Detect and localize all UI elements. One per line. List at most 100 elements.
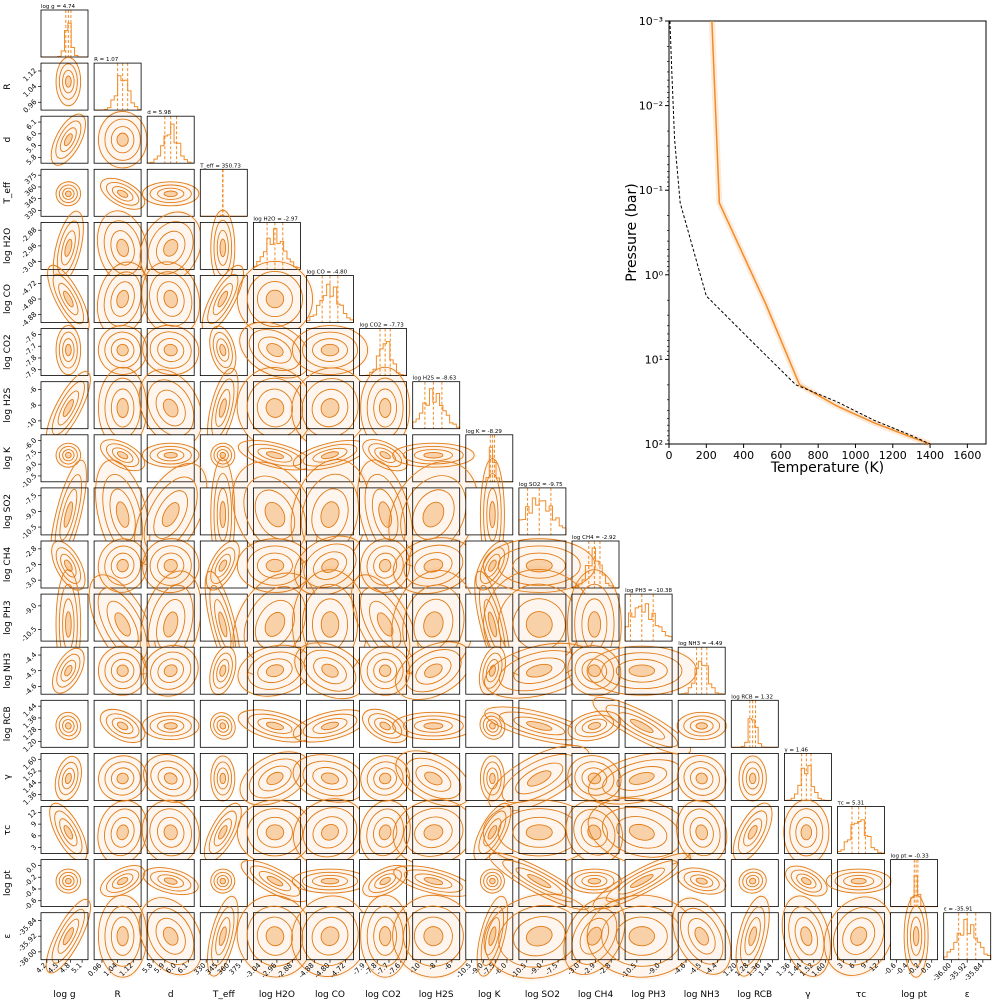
- contour-level: [212, 652, 233, 689]
- contour-level: [486, 875, 499, 888]
- contour-level: [794, 917, 818, 956]
- density-cloud: [203, 801, 243, 864]
- contour-level: [616, 816, 668, 849]
- panel-frame: [93, 859, 142, 907]
- contour-level: [413, 916, 453, 956]
- panel-RCB-PH3: [589, 695, 694, 757]
- contour-level: [216, 229, 229, 266]
- contour-level: [248, 329, 302, 371]
- contour-level: [512, 816, 566, 848]
- contour-level: [479, 755, 505, 802]
- panel-H2S-CO2: [358, 364, 412, 452]
- panel-logpt-CO: [289, 859, 371, 907]
- contour-level: [479, 547, 505, 584]
- panel-CH4-SO2: [479, 536, 599, 595]
- contour-level: [373, 767, 397, 790]
- contour-level: [157, 658, 184, 683]
- panel-logpt-d: [141, 859, 201, 907]
- y-tick-label: -4.4: [23, 650, 39, 666]
- x-tick-label: 1200: [879, 449, 907, 462]
- hist-panel-CO: log CO = -4.80: [306, 270, 354, 323]
- density-cloud: [50, 539, 87, 592]
- panel-frame: [359, 806, 408, 854]
- contour-level: [489, 722, 496, 730]
- panel-gamma-RCB: [730, 753, 779, 803]
- panel-frame: [199, 328, 248, 377]
- y-axis-label-tauc: τc: [3, 825, 13, 835]
- contour-level: [800, 824, 813, 841]
- contour-level: [403, 807, 464, 857]
- contour-level: [320, 772, 340, 785]
- contour-level: [526, 770, 552, 787]
- panel-frame: [40, 168, 89, 217]
- contour-level: [218, 398, 227, 418]
- density-cloud: [292, 534, 368, 598]
- contour-level: [216, 719, 230, 733]
- contour-level: [55, 56, 82, 107]
- contour-level: [482, 715, 502, 737]
- contour-level: [266, 343, 284, 358]
- x-axis-label-tauc: τc: [856, 990, 866, 1000]
- contour-level: [376, 612, 394, 637]
- panel-bg: [147, 912, 195, 960]
- x-axis-label-R: R: [114, 990, 120, 1000]
- contour-level: [116, 398, 129, 418]
- contour-level: [116, 289, 129, 309]
- x-tick-label: 400: [733, 449, 754, 462]
- y-tick-label: -3.04: [20, 257, 39, 276]
- contour-level: [219, 501, 227, 529]
- contour-level: [45, 899, 91, 974]
- panel-RCB-SO2: [481, 699, 598, 748]
- density-cloud: [589, 851, 694, 911]
- panel-bg: [94, 647, 142, 695]
- panel-bg: [731, 912, 779, 960]
- contour-level: [156, 281, 185, 317]
- panel-frame: [465, 487, 514, 536]
- contour-level: [738, 868, 767, 894]
- contour-level: [694, 926, 709, 946]
- panel-bg: [147, 381, 195, 429]
- panel-bg: [306, 594, 354, 642]
- contour-level: [525, 611, 553, 638]
- panel-gamma-K: [465, 753, 514, 803]
- contour-level: [104, 808, 142, 857]
- contour-level: [134, 462, 208, 567]
- hist-panel-d: d = 5.98: [146, 110, 195, 164]
- panel-d-logg: 5.85.96.06.1: [25, 112, 89, 167]
- contour-level: [745, 874, 760, 888]
- density-cloud: [674, 798, 729, 867]
- y-axis-label-CO2: log CO2: [3, 334, 13, 370]
- contour-level: [403, 869, 463, 893]
- contour-level: [483, 871, 502, 891]
- contour-level: [207, 273, 239, 325]
- contour-level: [246, 270, 303, 328]
- panel-frame: [784, 912, 832, 961]
- panel-frame: [306, 328, 354, 377]
- panel-tauc-CH4: [564, 799, 625, 866]
- panel-frame: [93, 62, 142, 111]
- contour-level: [63, 290, 74, 308]
- pt-profile-plot: 0 200 400 600 800 1000 1200 1400 1600 10⁻³ 10⁻² 10⁻…: [624, 15, 987, 476]
- hist-title: T_eff = 350.73: [199, 163, 241, 169]
- y-tick-label: 5.9: [25, 141, 39, 155]
- contour-level: [374, 447, 397, 463]
- density-cloud: [476, 893, 509, 979]
- panel-NH3-d: [141, 643, 200, 698]
- contour-level: [65, 611, 72, 638]
- y-tick-label: 10¹: [645, 353, 663, 366]
- contour-level: [116, 824, 129, 841]
- density-cloud: [361, 864, 410, 898]
- panel-frame: [199, 168, 248, 217]
- density-cloud: [782, 797, 831, 867]
- contour-level: [910, 916, 923, 956]
- panel-bg: [678, 912, 726, 960]
- density-cloud: [390, 535, 477, 596]
- contour-level: [487, 825, 498, 840]
- contour-level: [247, 713, 303, 739]
- contour-level: [97, 538, 148, 593]
- contour-level: [513, 916, 566, 957]
- panel-frame: [412, 646, 461, 695]
- y-axis-label-CO: log CO: [3, 284, 13, 314]
- contour-level: [842, 917, 876, 955]
- contour-level: [257, 658, 293, 684]
